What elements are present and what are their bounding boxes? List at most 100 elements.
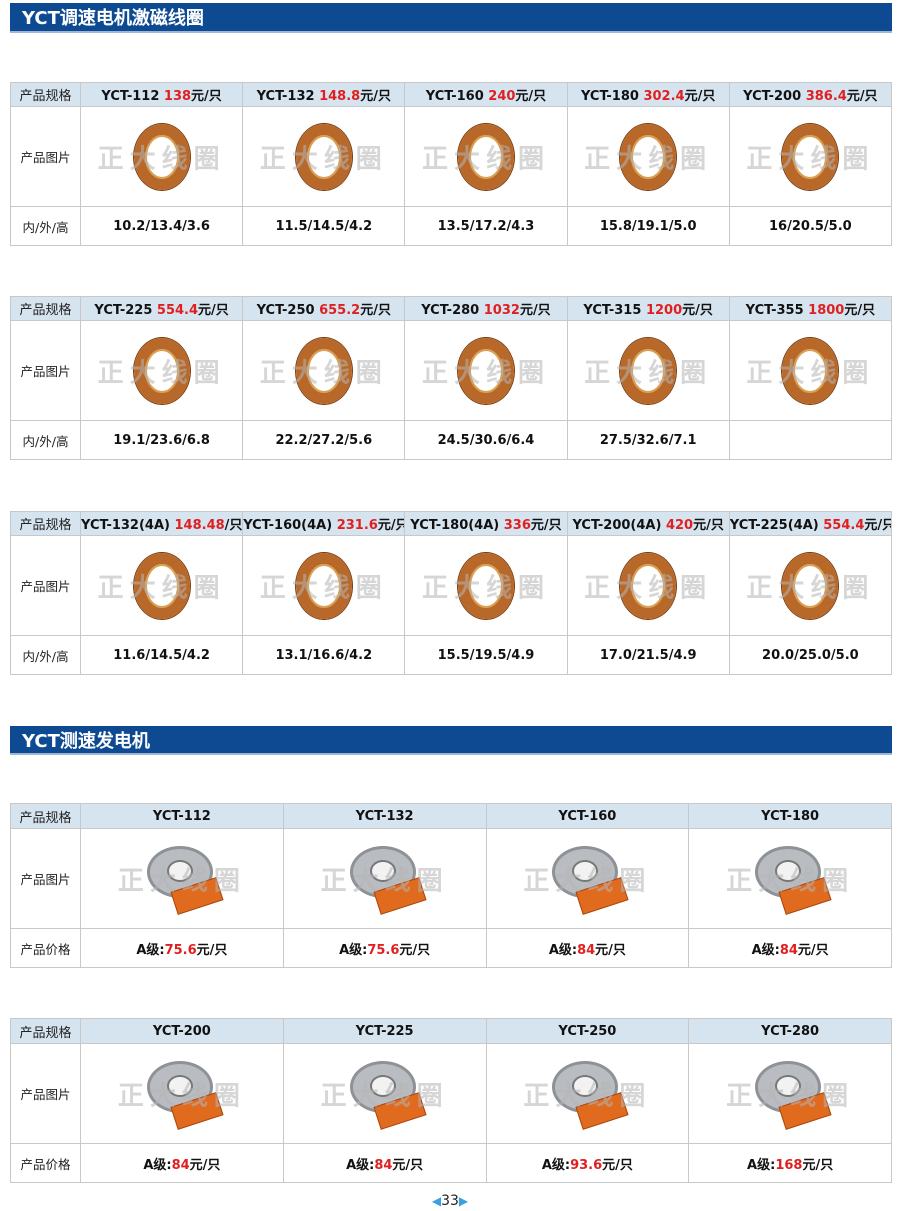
price: 336 — [503, 518, 531, 533]
watermark: 正大线圈 — [726, 866, 855, 896]
section-header-excitation-coil: YCT调速电机激磁线圈 — [10, 3, 892, 33]
coil-image — [133, 337, 190, 404]
model-cell: YCT-280 1032元/只 — [404, 296, 568, 321]
product-image: 正大线圈 — [728, 320, 893, 421]
model-cell: YCT-200 — [80, 1018, 284, 1044]
model-cell: YCT-180 — [688, 803, 892, 829]
dimension-cell: 24.5/30.6/6.4 — [404, 420, 568, 460]
model-cell: YCT-200(4A) 420元/只 — [566, 511, 730, 536]
coil-image — [782, 123, 839, 190]
product-image: 正大线圈 — [404, 320, 568, 421]
unit: 元/只 — [797, 942, 829, 958]
price-cell: A级:84元/只 — [688, 928, 892, 968]
row-label: 产品规格 — [10, 803, 81, 829]
generator-image — [745, 844, 835, 915]
dimension-cell: 22.2/27.2/5.6 — [242, 420, 406, 460]
product-image: 正大线圈 — [404, 106, 568, 207]
unit: 元/只 — [191, 89, 222, 104]
generator-image — [340, 1059, 430, 1130]
price: 554.4 — [156, 303, 199, 318]
model-cell: YCT-315 1200元/只 — [566, 296, 730, 321]
row-label: 产品规格 — [10, 1018, 81, 1044]
price: 554.4 — [823, 518, 865, 533]
section-header-tachogenerator: YCT测速发电机 — [10, 726, 892, 755]
price: 302.4 — [643, 89, 685, 104]
product-image: 正大线圈 — [242, 106, 406, 207]
watermark: 正大线圈 — [320, 1081, 449, 1111]
watermark: 正大线圈 — [259, 573, 388, 603]
unit: 元/只 — [392, 1157, 424, 1173]
watermark: 正大线圈 — [117, 866, 246, 896]
model-name: YCT-180 — [580, 89, 639, 104]
product-image: 正大线圈 — [242, 320, 406, 421]
grade: A级: — [751, 942, 780, 958]
unit: 元/只 — [802, 1157, 834, 1173]
model-name: YCT-250 — [256, 303, 315, 318]
watermark: 正大线圈 — [97, 573, 226, 603]
dimension-cell: 19.1/23.6/6.8 — [79, 420, 244, 460]
product-image: 正大线圈 — [485, 1043, 690, 1144]
unit: 元/只 — [377, 518, 404, 533]
row-label: 产品图片 — [10, 1043, 81, 1144]
price-cell: A级:75.6元/只 — [80, 928, 284, 968]
model-cell: YCT-355 1800元/只 — [728, 296, 893, 321]
price-cell: A级:168元/只 — [688, 1143, 892, 1183]
unit: 元/只 — [682, 303, 713, 318]
price: 231.6 — [336, 518, 378, 533]
coil-image — [620, 337, 677, 404]
coil-image — [133, 123, 190, 190]
grade: A级: — [747, 1157, 776, 1173]
model-name: YCT-132(4A) — [81, 518, 170, 533]
watermark: 正大线圈 — [259, 358, 388, 388]
generator-image — [137, 844, 227, 915]
coil-image — [457, 123, 514, 190]
unit: 元/只 — [360, 303, 391, 318]
coil-image — [457, 337, 514, 404]
unit: 元/只 — [864, 518, 890, 533]
price: 655.2 — [319, 303, 361, 318]
dimension-cell — [728, 420, 893, 460]
price-cell: A级:84元/只 — [282, 1143, 487, 1183]
product-image: 正大线圈 — [728, 535, 893, 636]
model-name: YCT-132 — [256, 89, 315, 104]
model-name: YCT-180(4A) — [410, 518, 500, 533]
dimension-cell: 15.8/19.1/5.0 — [566, 206, 730, 246]
model-name: YCT-200 — [743, 89, 802, 104]
product-image: 正大线圈 — [80, 1043, 284, 1144]
generator-image — [340, 844, 430, 915]
dimension-cell: 27.5/32.6/7.1 — [566, 420, 730, 460]
row-label: 产品规格 — [10, 511, 81, 536]
product-image: 正大线圈 — [79, 106, 244, 207]
product-image: 正大线圈 — [566, 320, 730, 421]
price: 75.6 — [164, 942, 197, 958]
model-cell: YCT-225(4A) 554.4元/只 — [728, 511, 893, 536]
unit: 元/只 — [693, 518, 724, 533]
dimension-cell: 11.6/14.5/4.2 — [79, 635, 244, 675]
product-image: 正大线圈 — [404, 535, 568, 636]
row-label: 内/外/高 — [10, 420, 81, 460]
watermark: 正大线圈 — [746, 573, 875, 603]
model-cell: YCT-112 138元/只 — [79, 82, 244, 107]
coil-image — [457, 552, 514, 619]
price: 84 — [577, 942, 596, 958]
model-name: YCT-280 — [421, 303, 480, 318]
model-cell: YCT-132 — [282, 803, 487, 829]
coil-image — [295, 552, 352, 619]
watermark: 正大线圈 — [97, 144, 226, 174]
unit: 元/只 — [684, 89, 716, 104]
coil-spec-table: 产品规格 YCT-112 138元/只 YCT-132 148.8元/只 YCT-16… — [10, 82, 893, 246]
model-name: YCT-200(4A) — [572, 518, 662, 533]
price: 148.48 — [174, 518, 225, 533]
dimension-cell: 13.1/16.6/4.2 — [242, 635, 406, 675]
price: 84 — [374, 1157, 393, 1173]
unit: 元/只 — [530, 518, 562, 533]
model-cell: YCT-180 302.4元/只 — [566, 82, 730, 107]
product-image: 正大线圈 — [688, 1043, 892, 1144]
price-cell: A级:93.6元/只 — [485, 1143, 690, 1183]
right-arrow-icon: ▶ — [458, 1194, 469, 1208]
row-label: 内/外/高 — [10, 635, 81, 675]
grade: A级: — [339, 942, 368, 958]
watermark: 正大线圈 — [421, 573, 550, 603]
grade: A级: — [143, 1157, 172, 1173]
price: 386.4 — [805, 89, 847, 104]
